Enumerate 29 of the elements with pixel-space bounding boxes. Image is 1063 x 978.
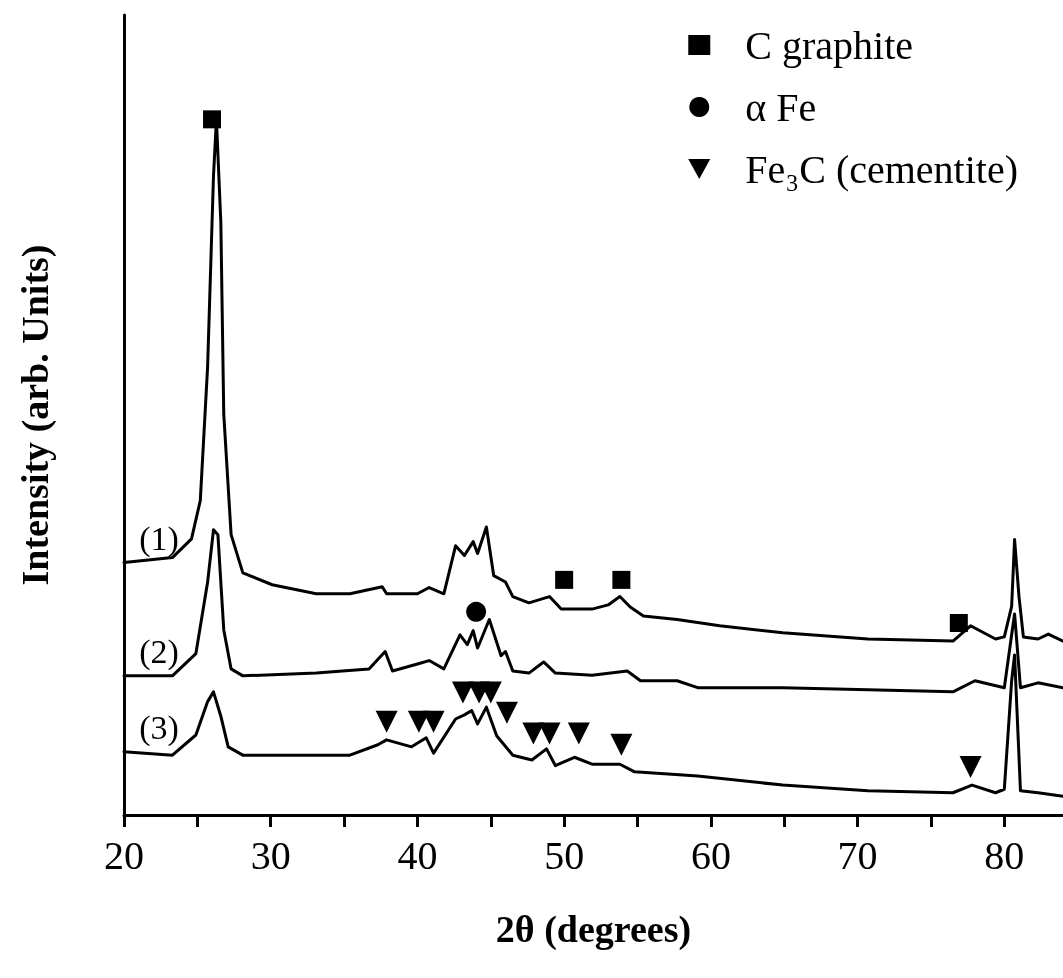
point bbox=[949, 614, 968, 632]
point bbox=[959, 756, 982, 778]
point bbox=[610, 733, 633, 756]
point bbox=[466, 601, 487, 622]
x-tick-label: 50 bbox=[544, 832, 585, 878]
point bbox=[375, 710, 398, 733]
point bbox=[555, 570, 574, 589]
point bbox=[422, 710, 445, 733]
x-tick-label: 40 bbox=[397, 832, 438, 878]
point bbox=[451, 681, 474, 704]
x-tick-label: 20 bbox=[104, 832, 144, 878]
x-tick-label: 80 bbox=[984, 832, 1025, 878]
legend-label: Fe₃C (cementite) bbox=[745, 146, 1018, 192]
point bbox=[479, 681, 502, 704]
point bbox=[495, 701, 518, 724]
x-tick-label: 30 bbox=[250, 832, 291, 878]
x-axis-title: 2θ (degrees) bbox=[495, 908, 692, 951]
y-axis-title: Intensity (arb. Units) bbox=[14, 244, 57, 586]
point bbox=[203, 110, 222, 129]
point bbox=[612, 570, 631, 589]
legend-label: C graphite bbox=[745, 22, 913, 68]
x-tick-label: 70 bbox=[837, 832, 878, 878]
series-label: (1) bbox=[139, 519, 179, 558]
series-label: (2) bbox=[139, 633, 179, 672]
legend-label: α Fe bbox=[745, 84, 817, 130]
x-tick-label: 60 bbox=[690, 832, 731, 878]
point bbox=[538, 722, 561, 745]
point bbox=[567, 722, 590, 745]
series-label: (3) bbox=[139, 709, 179, 748]
